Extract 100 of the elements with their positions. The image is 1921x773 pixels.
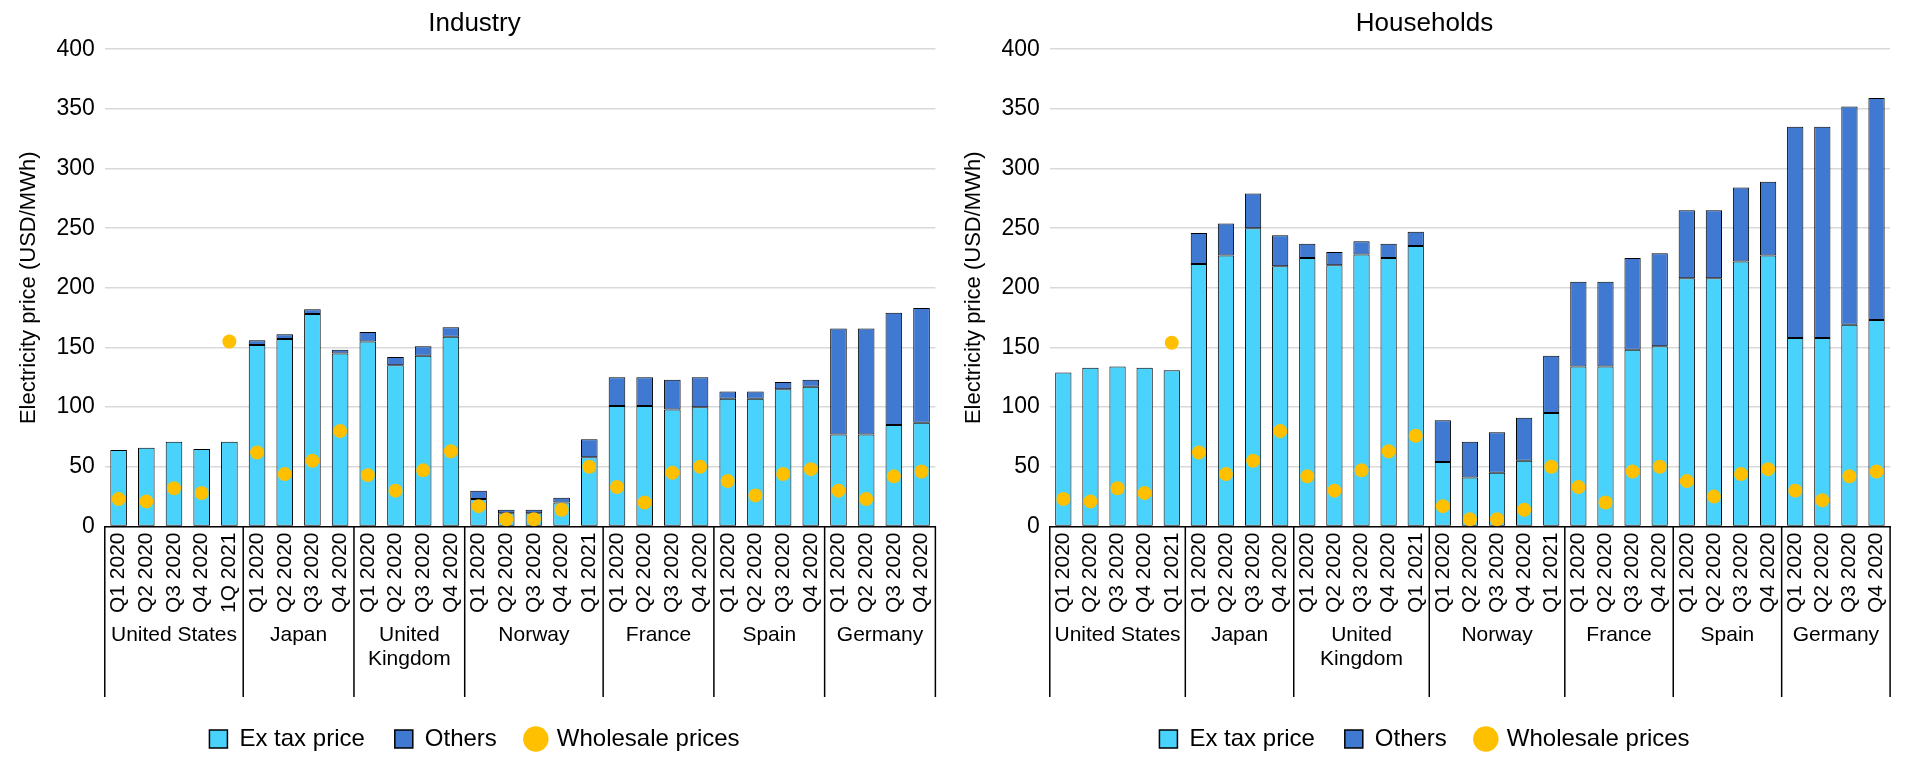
point [859,491,874,506]
chart-title: Industry [428,6,521,37]
x-tick-label: Q2 2020 [133,532,157,614]
x-tick-label: Q2 2020 [1700,532,1724,614]
x-tick-label: 1Q 2021 [216,532,240,614]
legend-label: Others [1374,723,1447,751]
x-tick-label: Q4 2020 [188,532,212,614]
legend-label: Others [424,723,497,751]
point [1869,464,1884,479]
x-tick-label: Q2 2020 [1592,532,1616,614]
point [665,465,680,480]
point [1300,469,1315,484]
x-tick-label: Q1 2020 [825,532,849,614]
x-tick-label: Q3 2020 [299,532,323,614]
x-tick-label: Q2 2020 [852,532,876,614]
point [554,502,569,517]
point [803,462,818,477]
x-tick-label: Q3 2020 [1836,532,1860,614]
y-tick-label: 0 [81,511,95,538]
x-tick-label: Q3 2020 [1483,532,1507,614]
text: Spain [1700,622,1755,646]
legend-label: Wholesale prices [556,723,740,751]
point [1652,459,1667,474]
point [1761,462,1776,477]
text: Norway [498,622,571,646]
x-tick-label: Q3 2020 [1619,532,1643,614]
x-tick-label: Q2 2020 [493,532,517,614]
point [443,444,458,459]
x-tick-label: Q2 2020 [1456,532,1480,614]
x-tick-label: Q2 2020 [1321,532,1345,614]
point [277,466,292,481]
point [1842,469,1857,484]
x-tick-label: Q4 2020 [908,532,932,614]
legend-label: Ex tax price [239,723,365,751]
x-tick-label: Q3 2020 [880,532,904,614]
x-tick-label: Q4 2020 [1863,532,1887,614]
x-tick-label: Q4 2020 [1266,532,1290,614]
point [582,459,597,474]
point [748,488,763,503]
legend-label: Wholesale prices [1506,723,1690,751]
x-tick-label: Q3 2020 [409,532,433,614]
point [1327,483,1342,498]
point [831,483,846,498]
point [1056,491,1071,506]
point [1517,502,1532,517]
x-tick-label: Q4 2020 [326,532,350,614]
x-tick-label: Q4 2020 [1646,532,1670,614]
point [333,423,348,438]
x-tick-label: Q2 2020 [1809,532,1833,614]
point [1137,486,1152,501]
x-tick-label: Q4 2020 [1510,532,1534,614]
x-tick-label: Q1 2020 [1185,532,1209,614]
text: Japan [269,622,328,646]
point [471,499,486,514]
y-tick-label: 300 [1001,153,1040,180]
point [194,486,209,501]
text: Japan [1210,622,1269,646]
x-tick-label: Q4 2020 [686,532,710,614]
x-tick-label: Q2 2020 [1212,532,1236,614]
x-tick-label: Q3 2020 [160,532,184,614]
x-tick-label: Q1 2020 [714,532,738,614]
text: Norway [1461,622,1534,646]
chart-title: Households [1355,6,1494,37]
point [1408,428,1423,443]
x-tick-label: Q3 2020 [1727,532,1751,614]
x-tick-label: Q1 2020 [465,532,489,614]
x-tick-label: Q1 2020 [1294,532,1318,614]
point [388,483,403,498]
point [886,469,901,484]
y-tick-label: 250 [56,213,95,240]
text: Germany [836,622,924,646]
text: Germany [1792,622,1880,646]
x-tick-label: Q3 2020 [1104,532,1128,614]
y-tick-label: 100 [1001,392,1040,419]
x-tick-label: Q1 2020 [1673,532,1697,614]
y-tick-label: 350 [1001,94,1040,121]
x-tick-label: Q1 2021 [1538,532,1562,614]
point [1164,335,1179,350]
y-tick-label: 200 [56,273,95,300]
x-tick-label: Q4 2020 [437,532,461,614]
point [914,464,929,479]
x-tick-label: Q4 2020 [1375,532,1399,614]
x-tick-label: Q1 2020 [603,532,627,614]
point [1110,481,1125,496]
y-tick-label: 400 [1001,34,1040,61]
x-tick-label: Q1 2020 [1429,532,1453,614]
point [1462,512,1477,527]
y-tick-label: 350 [56,94,95,121]
text: United States [1054,622,1181,646]
point [1571,480,1586,495]
text: United Kingdom [367,622,451,670]
y-tick-label: 300 [56,153,95,180]
point [1598,495,1613,510]
x-tick-label: Q2 2020 [271,532,295,614]
point [693,459,708,474]
x-tick-label: Q2 2020 [742,532,766,614]
point [776,466,791,481]
x-tick-label: Q1 2021 [1402,532,1426,614]
x-tick-label: Q1 2020 [243,532,267,614]
x-tick-label: Q1 2021 [576,532,600,614]
